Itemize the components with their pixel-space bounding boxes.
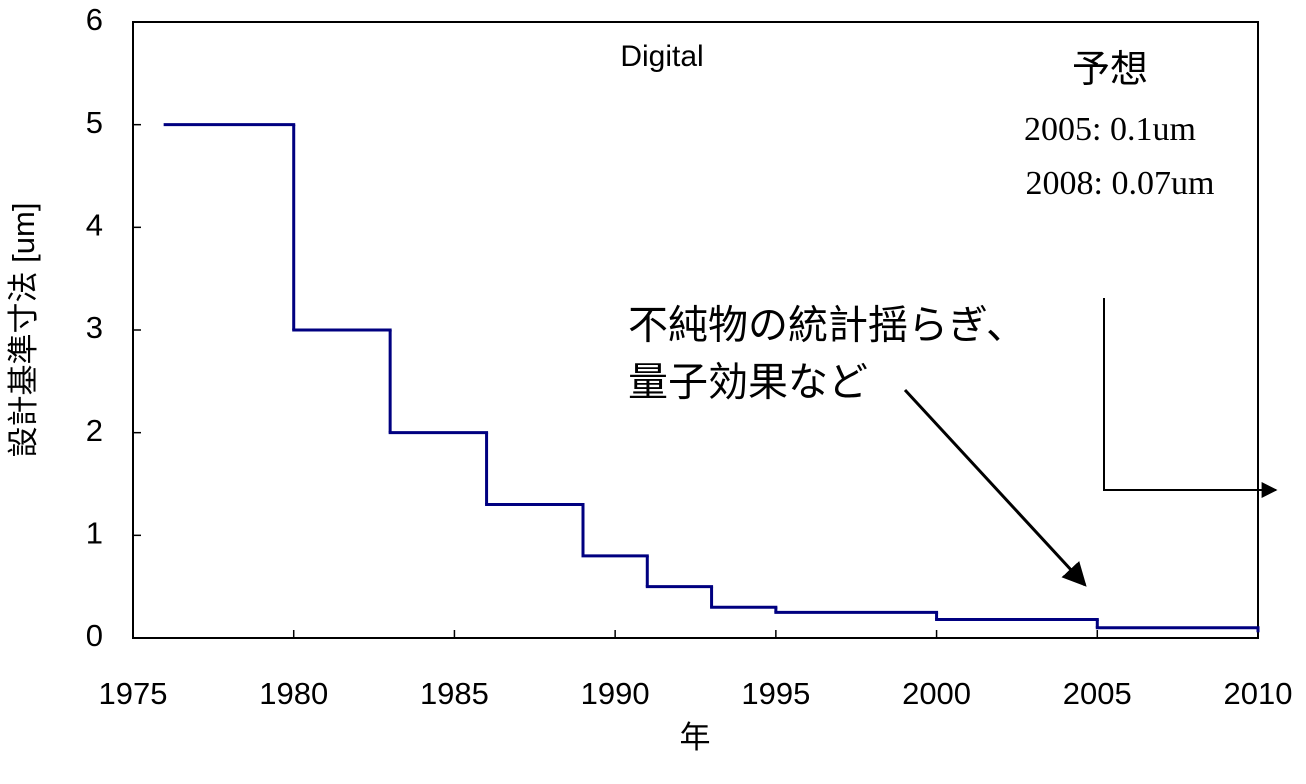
annotation-arrow (903, 388, 1087, 587)
x-tick-label: 1990 (581, 676, 650, 711)
y-tick-label: 6 (86, 2, 103, 37)
y-tick-label: 0 (86, 618, 103, 653)
y-tick-label: 5 (86, 105, 103, 140)
annotation: Digital (620, 40, 703, 73)
annotation: 量子効果など (628, 361, 868, 405)
annotation: 不純物の統計揺らぎ、 (628, 304, 1026, 348)
forecast-arrow (1103, 298, 1278, 498)
y-tick-label: 3 (86, 310, 103, 345)
x-tick-label: 1975 (99, 676, 168, 711)
y-tick-label: 2 (86, 413, 103, 448)
y-tick-label: 4 (86, 208, 103, 243)
x-axis-label: 年 (680, 720, 711, 755)
y-axis-label: 設計基準寸法 [um] (6, 203, 41, 458)
x-tick-label: 2000 (902, 676, 971, 711)
annotation: 2005: 0.1um (1024, 111, 1196, 148)
x-tick-label: 1980 (259, 676, 328, 711)
annotation: 2008: 0.07um (1026, 165, 1215, 202)
y-tick-label: 1 (86, 516, 103, 551)
x-tick-label: 2010 (1224, 676, 1293, 711)
annotation: 予想 (1072, 49, 1148, 91)
x-tick-label: 1995 (741, 676, 810, 711)
x-tick-label: 2005 (1063, 676, 1132, 711)
x-tick-label: 1985 (420, 676, 489, 711)
